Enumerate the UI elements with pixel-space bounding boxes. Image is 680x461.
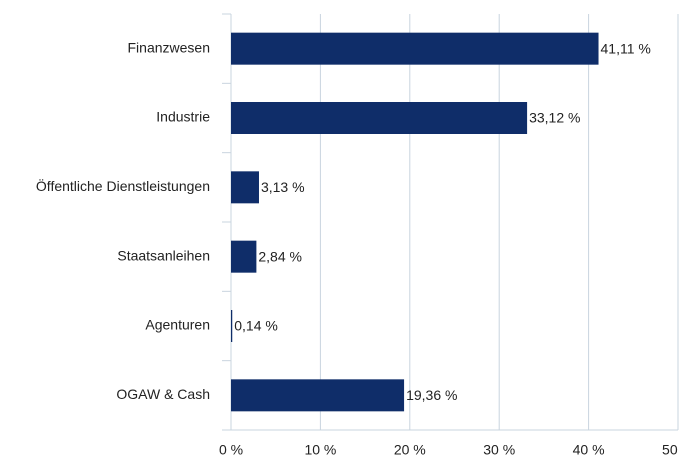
bar xyxy=(231,310,233,342)
value-label: 3,13 % xyxy=(261,179,305,195)
x-tick-label: 50 % xyxy=(662,442,680,458)
x-tick-label: 40 % xyxy=(573,442,605,458)
x-tick-label: 30 % xyxy=(483,442,515,458)
x-tick-label: 20 % xyxy=(394,442,426,458)
value-label: 2,84 % xyxy=(258,248,302,264)
bar xyxy=(231,32,599,65)
y-tick-label: Finanzwesen xyxy=(128,39,211,55)
y-tick-label: Industrie xyxy=(156,109,210,125)
bar xyxy=(231,240,257,273)
y-tick-label: Öffentliche Dienstleistungen xyxy=(36,177,210,194)
bar xyxy=(231,379,405,412)
bar xyxy=(231,102,528,134)
value-label: 19,36 % xyxy=(406,387,457,403)
y-tick-label: Agenturen xyxy=(145,317,210,333)
x-tick-label: 0 % xyxy=(219,442,243,458)
x-tick-label: 10 % xyxy=(304,442,336,458)
bar xyxy=(231,171,259,204)
y-tick-label: Staatsanleihen xyxy=(117,247,210,263)
value-label: 41,11 % xyxy=(601,40,651,56)
value-label: 33,12 % xyxy=(529,110,580,126)
value-label: 0,14 % xyxy=(234,318,278,334)
y-tick-label: OGAW & Cash xyxy=(116,386,210,402)
